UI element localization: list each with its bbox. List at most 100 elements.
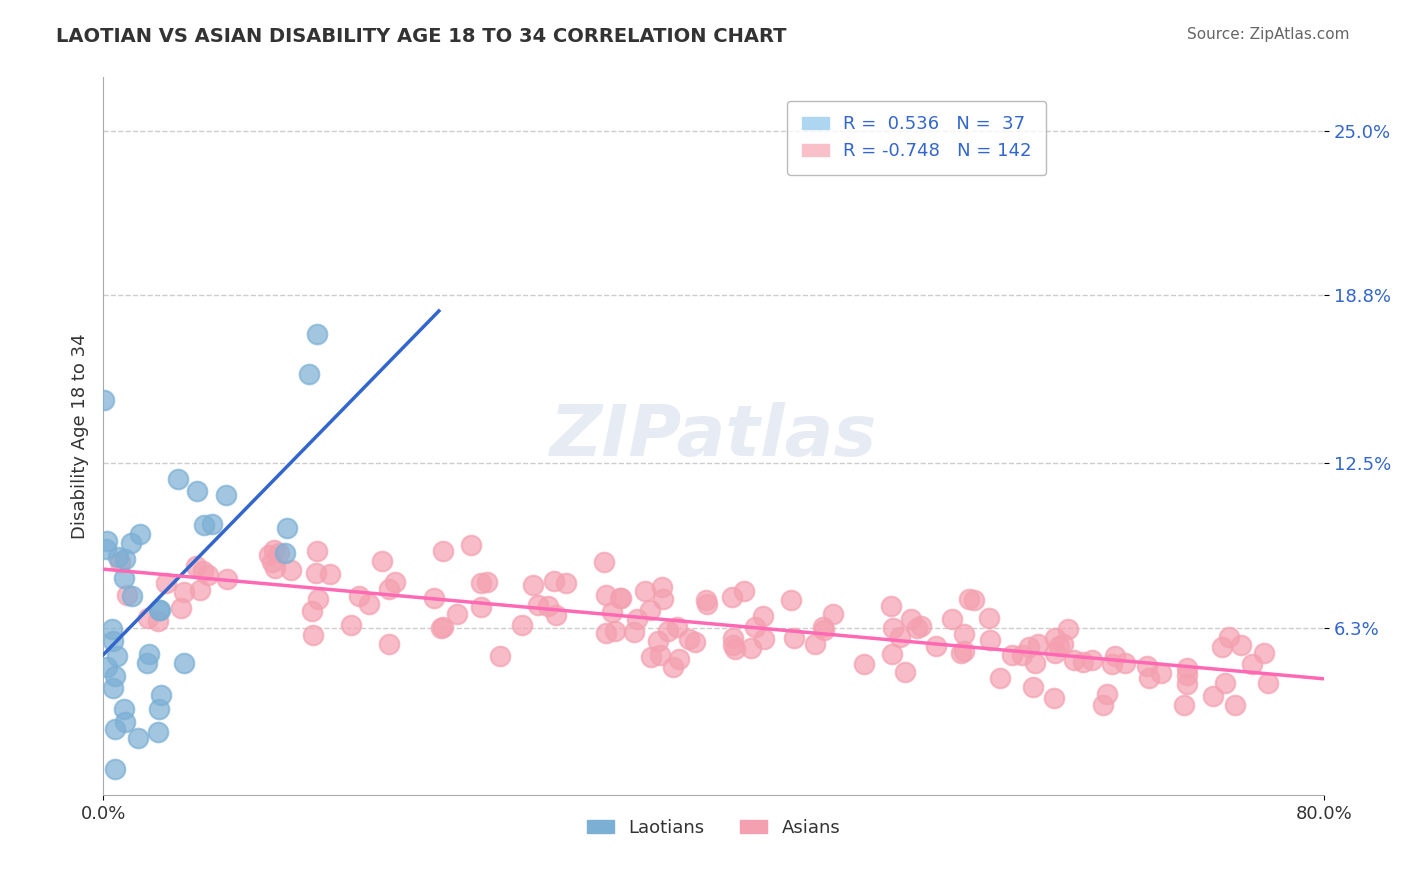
Point <box>1073 655 1095 669</box>
Text: LAOTIAN VS ASIAN DISABILITY AGE 18 TO 34 CORRELATION CHART: LAOTIAN VS ASIAN DISABILITY AGE 18 TO 34… <box>56 27 787 45</box>
Point <box>1137 671 1160 685</box>
Point <box>941 611 963 625</box>
Point <box>114 552 136 566</box>
Point <box>910 619 932 633</box>
Point <box>197 567 219 582</box>
Point <box>623 624 645 639</box>
Point <box>1043 646 1066 660</box>
Point <box>813 623 835 637</box>
Point <box>378 636 401 650</box>
Point <box>104 762 127 776</box>
Point <box>592 556 614 570</box>
Point <box>1175 668 1198 682</box>
Point <box>1253 646 1275 660</box>
Point <box>257 548 280 562</box>
Point <box>721 638 744 652</box>
Point <box>905 621 928 635</box>
Point <box>1101 657 1123 671</box>
Point <box>112 702 135 716</box>
Point <box>1011 648 1033 663</box>
Point <box>979 633 1001 648</box>
Point <box>683 635 706 649</box>
Point <box>648 648 671 662</box>
Point <box>477 575 499 590</box>
Point <box>186 483 208 498</box>
Point <box>302 628 325 642</box>
Point <box>107 549 129 564</box>
Point <box>662 660 685 674</box>
Point <box>1063 653 1085 667</box>
Point <box>666 620 689 634</box>
Point <box>347 589 370 603</box>
Point <box>129 526 152 541</box>
Point <box>103 633 125 648</box>
Point <box>167 472 190 486</box>
Point <box>925 639 948 653</box>
Point <box>1257 676 1279 690</box>
Point <box>1026 637 1049 651</box>
Point <box>1150 665 1173 680</box>
Point <box>595 588 617 602</box>
Point <box>600 605 623 619</box>
Point <box>754 632 776 646</box>
Point <box>527 598 550 612</box>
Point <box>1095 688 1118 702</box>
Point <box>184 559 207 574</box>
Point <box>359 597 381 611</box>
Point <box>201 516 224 531</box>
Point <box>537 599 560 614</box>
Point <box>188 582 211 597</box>
Point <box>882 621 904 635</box>
Point <box>733 583 755 598</box>
Point <box>114 714 136 729</box>
Point <box>723 641 745 656</box>
Point <box>893 665 915 680</box>
Point <box>446 607 468 622</box>
Point <box>423 591 446 605</box>
Point <box>136 611 159 625</box>
Point <box>852 657 875 671</box>
Point <box>262 555 284 569</box>
Point <box>298 367 321 381</box>
Point <box>307 544 329 558</box>
Point <box>1024 656 1046 670</box>
Point <box>1018 640 1040 654</box>
Point <box>595 626 617 640</box>
Point <box>657 624 679 639</box>
Point <box>544 607 567 622</box>
Point <box>127 731 149 745</box>
Point <box>488 649 510 664</box>
Point <box>610 591 633 605</box>
Point <box>264 561 287 575</box>
Point <box>112 570 135 584</box>
Point <box>1223 698 1246 713</box>
Point <box>105 648 128 663</box>
Point <box>460 538 482 552</box>
Point <box>103 681 125 696</box>
Point <box>723 631 745 645</box>
Point <box>1211 640 1233 655</box>
Point <box>957 592 980 607</box>
Point <box>319 566 342 581</box>
Point <box>609 591 631 605</box>
Point <box>740 640 762 655</box>
Point <box>1022 680 1045 694</box>
Point <box>432 620 454 634</box>
Point <box>276 520 298 534</box>
Point <box>950 646 973 660</box>
Point <box>952 627 974 641</box>
Point <box>678 632 700 647</box>
Point <box>146 614 169 628</box>
Point <box>148 603 170 617</box>
Point <box>647 634 669 648</box>
Point <box>93 392 115 407</box>
Point <box>721 590 744 604</box>
Point <box>1043 690 1066 705</box>
Point <box>1230 638 1253 652</box>
Point <box>744 620 766 634</box>
Point <box>173 585 195 599</box>
Point <box>634 583 657 598</box>
Text: Source: ZipAtlas.com: Source: ZipAtlas.com <box>1187 27 1350 42</box>
Point <box>640 650 662 665</box>
Point <box>543 574 565 588</box>
